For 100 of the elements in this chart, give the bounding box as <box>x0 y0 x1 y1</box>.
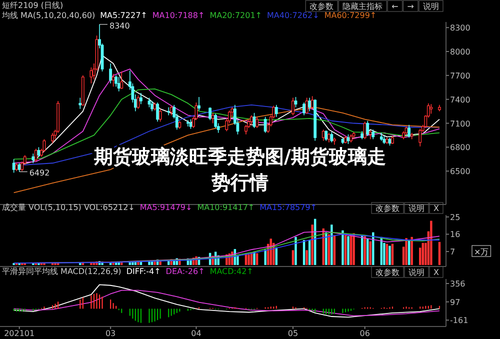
series-label: DIFF:-4↑ <box>126 267 161 276</box>
candlestick <box>136 94 140 110</box>
candlestick <box>408 124 411 138</box>
x-tick-label: 202101 <box>4 329 35 338</box>
candlestick <box>158 108 162 122</box>
bar <box>248 254 250 265</box>
bar <box>342 230 344 265</box>
candlestick <box>292 97 294 116</box>
text: 改参数 <box>310 2 334 11</box>
text: → <box>407 2 414 11</box>
text: MA10:7188↑ <box>152 11 205 20</box>
line-series <box>13 290 440 316</box>
candlestick <box>330 132 334 143</box>
candlestick <box>156 102 159 122</box>
text: MA15:78579↑ <box>260 203 318 212</box>
candlestick <box>12 158 16 174</box>
candlestick <box>34 148 38 162</box>
candlestick <box>244 124 248 135</box>
y-tick-label: 7700 <box>450 71 470 80</box>
bar <box>422 242 424 265</box>
bar <box>306 250 308 265</box>
candlestick <box>366 120 370 136</box>
candlestick <box>418 128 422 147</box>
candlestick <box>140 92 142 105</box>
bar <box>364 235 366 265</box>
y-tick-label: 8000 <box>450 48 470 56</box>
text: 改参数 <box>376 268 400 277</box>
candlestick <box>332 137 336 146</box>
candlestick <box>256 116 259 128</box>
y-tick-label: 16 <box>450 230 460 240</box>
bar <box>366 239 369 265</box>
x-tick-label: 06 <box>360 329 370 338</box>
bar <box>391 244 394 265</box>
candlestick <box>189 118 192 130</box>
text: MA40:7262↓ <box>267 11 320 20</box>
candlestick <box>250 114 253 126</box>
candlestick <box>274 104 278 118</box>
candlestick <box>148 97 151 108</box>
annotation: 8340 <box>110 21 130 30</box>
y-tick-label: 7400 <box>450 95 470 104</box>
candlestick <box>51 132 54 144</box>
y-tick-label: 25 <box>450 212 460 222</box>
y-tick-label: 6800 <box>450 143 470 152</box>
y-tick-label: 7 <box>450 248 456 257</box>
bar <box>438 242 441 265</box>
text: 说明 <box>408 268 425 277</box>
candlestick <box>211 112 214 124</box>
x-tick-label: 03 <box>105 329 116 338</box>
candlestick <box>120 71 124 90</box>
bar <box>383 242 386 265</box>
bar <box>369 241 372 265</box>
text: MACD:42↑ <box>210 267 254 276</box>
x-tick-label: 05 <box>288 329 298 338</box>
bar <box>292 250 294 265</box>
candlestick <box>305 97 308 114</box>
chart-subtitle: 短纤2109 (日线) <box>2 1 64 10</box>
candlestick <box>308 97 312 112</box>
line-series <box>13 284 440 318</box>
candlestick <box>32 153 35 164</box>
bar <box>386 244 388 265</box>
bar <box>388 246 391 265</box>
candlestick <box>37 146 40 158</box>
text: X <box>434 268 440 277</box>
bar <box>430 220 432 265</box>
text: MA20:7201↑ <box>210 11 262 20</box>
text: ← <box>392 2 399 11</box>
x-tick-label: 04 <box>191 329 202 338</box>
text: 说明 <box>423 2 439 11</box>
y-tick-label: 6500 <box>450 167 470 176</box>
bar <box>311 224 314 265</box>
candlestick <box>430 104 433 114</box>
bar <box>294 236 297 265</box>
text: MA60:7299↑ <box>324 11 377 20</box>
candlestick <box>302 102 306 116</box>
text: 隐藏主指标 <box>342 2 383 11</box>
candlestick <box>78 97 82 110</box>
y-tick-label: -161 <box>450 316 468 326</box>
bar <box>330 224 333 265</box>
candlestick <box>372 129 375 140</box>
bar <box>344 235 347 265</box>
text: DEA:-26↑ <box>166 267 205 276</box>
candlestick <box>109 63 112 84</box>
candlestick <box>198 96 200 111</box>
bar <box>405 238 408 265</box>
candlestick <box>324 130 328 142</box>
text: MA5:91479↓ <box>140 203 192 212</box>
text: 说明 <box>408 204 425 213</box>
candlestick <box>294 96 298 108</box>
bar <box>325 232 328 265</box>
legend-title: 均线 MA(5,10,20,40,60) <box>1 11 96 20</box>
text: X <box>434 204 440 213</box>
legend-title: 平滑异同平均线 MACD(12,26,9) <box>2 267 122 276</box>
text: MA5:7227↑ <box>100 11 148 20</box>
annotation: 6492 <box>29 168 50 178</box>
candlestick <box>186 120 190 127</box>
candlestick <box>208 106 212 120</box>
y-tick-label: 356 <box>450 280 466 289</box>
text: MA10:91417↑ <box>197 203 255 212</box>
candlestick <box>363 121 366 140</box>
candlestick <box>167 106 170 116</box>
